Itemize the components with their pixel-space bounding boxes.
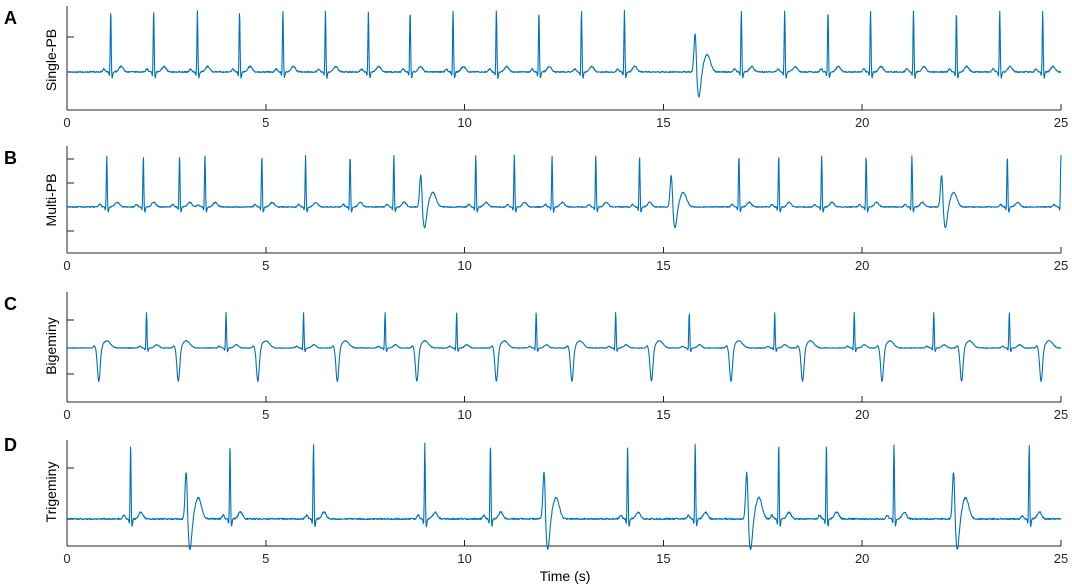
x-tick-label: 25	[1054, 115, 1068, 130]
panel-letter-c: C	[4, 294, 17, 314]
x-tick-label: 0	[63, 551, 70, 566]
x-tick-label: 15	[656, 551, 670, 566]
panel-letter-b: B	[4, 148, 17, 168]
ylabel-multi-pb: Multi-PB	[43, 174, 59, 227]
x-tick-label: 15	[656, 258, 670, 273]
x-tick-label: 10	[457, 551, 471, 566]
panel-c: C Bigeminy 0 5 10 15 20 25	[4, 292, 1068, 422]
x-tick-label: 25	[1054, 551, 1068, 566]
x-tick-label: 0	[63, 115, 70, 130]
x-tick-label: 0	[63, 258, 70, 273]
x-tick-label: 10	[457, 258, 471, 273]
ecg-trace-line	[66, 442, 1062, 551]
panel-d: D Trigeminy Time (s) 0 5 10 15 20 25	[4, 435, 1068, 584]
x-tick-label: 15	[656, 407, 670, 422]
x-tick-label: 5	[262, 115, 269, 130]
x-tick-label: 10	[457, 115, 471, 130]
ylabel-bigeminy: Bigeminy	[43, 317, 59, 375]
x-tick-label: 5	[262, 407, 269, 422]
x-tick-label: 25	[1054, 258, 1068, 273]
ylabel-single-pb: Single-PB	[43, 29, 59, 91]
ylabel-trigeminy: Trigeminy	[43, 462, 59, 523]
x-tick-label: 25	[1054, 407, 1068, 422]
x-tick-label: 10	[457, 407, 471, 422]
x-tick-label: 20	[855, 551, 869, 566]
ecg-trace-line	[66, 9, 1062, 98]
panel-letter-d: D	[4, 435, 17, 455]
x-tick-label: 5	[262, 258, 269, 273]
x-tick-label: 20	[855, 258, 869, 273]
panel-a: A Single-PB 0 5 10 15 20 25	[4, 6, 1068, 130]
x-tick-label: 20	[855, 407, 869, 422]
x-tick-label: 0	[63, 407, 70, 422]
x-tick-label: 5	[262, 551, 269, 566]
panel-letter-a: A	[4, 8, 17, 28]
panel-b: B Multi-PB 0 5 10 15 20 25	[4, 146, 1068, 273]
ecg-trace-line	[66, 154, 1062, 229]
ecg-trace-line	[66, 311, 1062, 383]
x-tick-label: 20	[855, 115, 869, 130]
x-axis-title: Time (s)	[540, 568, 591, 584]
x-tick-label: 15	[656, 115, 670, 130]
